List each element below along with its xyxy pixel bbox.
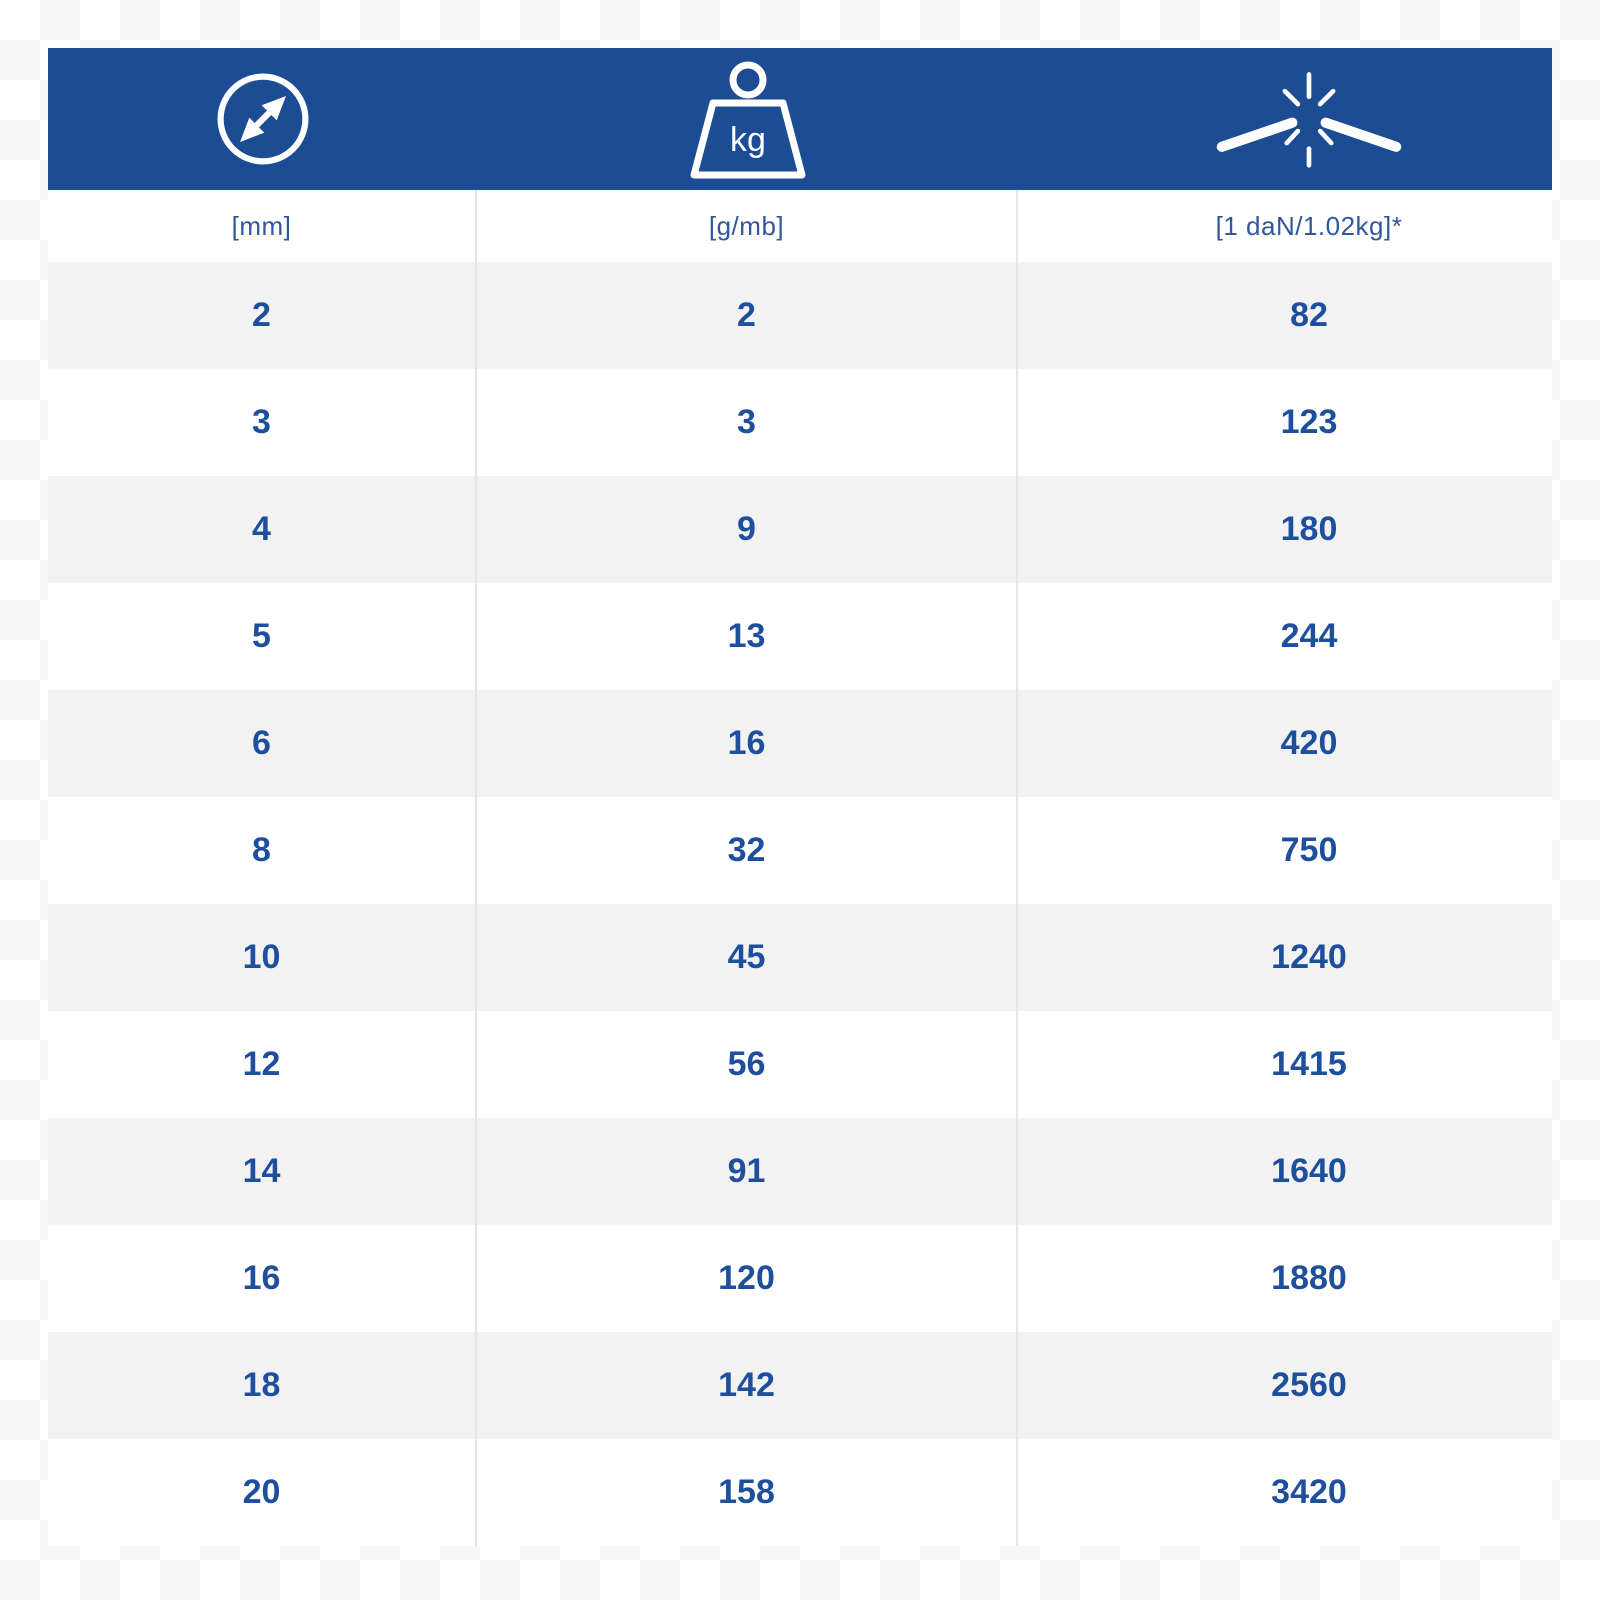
cell-breaking-strength: 1415 <box>1271 1045 1347 1083</box>
cell-diameter-mm: 3 <box>48 369 477 476</box>
diameter-icon <box>210 66 316 172</box>
unit-label-mm: [mm] <box>48 190 477 262</box>
cell-breaking-strength: 1640 <box>1271 1152 1347 1190</box>
cell-breaking-strength: 3420 <box>1271 1473 1347 1511</box>
cell-weight-g-mb: 120 <box>477 1225 1018 1332</box>
cell-breaking-strength: 750 <box>1280 831 1338 869</box>
cell-diameter-mm: 18 <box>48 1332 477 1439</box>
cell-weight-g-mb: 158 <box>477 1439 1018 1546</box>
table-unit-row: [mm] [g/mb] [1 daN/1.02kg]* <box>48 190 1552 262</box>
cell-breaking-strength: 420 <box>1280 724 1338 762</box>
table-row: 18 142 2560 <box>48 1332 1552 1439</box>
table-row: 10 45 1240 <box>48 904 1552 1011</box>
rope-break-icon <box>1207 63 1411 175</box>
table-row: 4 9 180 <box>48 476 1552 583</box>
cell-weight-g-mb: 56 <box>477 1011 1018 1118</box>
cell-diameter-mm: 4 <box>48 476 477 583</box>
cell-diameter-mm: 20 <box>48 1439 477 1546</box>
table-row: 14 91 1640 <box>48 1118 1552 1225</box>
cell-weight-g-mb: 3 <box>477 369 1018 476</box>
cell-diameter-mm: 2 <box>48 262 477 369</box>
table-icon-header: kg <box>48 48 1552 190</box>
cell-weight-g-mb: 32 <box>477 797 1018 904</box>
table-row: 5 13 244 <box>48 583 1552 690</box>
cell-weight-g-mb: 91 <box>477 1118 1018 1225</box>
table-body: 2 2 82 3 3 123 4 9 180 5 13 244 6 16 420… <box>48 262 1552 1546</box>
cell-weight-g-mb: 16 <box>477 690 1018 797</box>
cell-diameter-mm: 8 <box>48 797 477 904</box>
header-cell-diameter <box>48 48 477 190</box>
cell-breaking-strength: 82 <box>1290 296 1328 334</box>
unit-label-dan: [1 daN/1.02kg]* <box>1215 210 1403 241</box>
cell-breaking-strength: 180 <box>1280 510 1338 548</box>
svg-text:kg: kg <box>730 121 766 159</box>
table-row: 3 3 123 <box>48 369 1552 476</box>
header-cell-weight: kg <box>477 48 1018 190</box>
table-row: 20 158 3420 <box>48 1439 1552 1546</box>
header-cell-breaking-strength <box>1018 48 1552 190</box>
table-row: 12 56 1415 <box>48 1011 1552 1118</box>
cell-breaking-strength: 244 <box>1280 617 1338 655</box>
cell-weight-g-mb: 45 <box>477 904 1018 1011</box>
spec-table: kg <box>48 48 1552 1546</box>
cell-diameter-mm: 16 <box>48 1225 477 1332</box>
table-row: 6 16 420 <box>48 690 1552 797</box>
cell-weight-g-mb: 13 <box>477 583 1018 690</box>
weight-kg-icon: kg <box>686 56 810 182</box>
cell-diameter-mm: 12 <box>48 1011 477 1118</box>
cell-diameter-mm: 5 <box>48 583 477 690</box>
cell-diameter-mm: 10 <box>48 904 477 1011</box>
cell-breaking-strength: 123 <box>1280 403 1338 441</box>
cell-breaking-strength: 1880 <box>1271 1259 1347 1297</box>
cell-diameter-mm: 14 <box>48 1118 477 1225</box>
table-row: 16 120 1880 <box>48 1225 1552 1332</box>
cell-weight-g-mb: 142 <box>477 1332 1018 1439</box>
table-row: 2 2 82 <box>48 262 1552 369</box>
cell-weight-g-mb: 2 <box>477 262 1018 369</box>
cell-breaking-strength: 1240 <box>1271 938 1347 976</box>
cell-diameter-mm: 6 <box>48 690 477 797</box>
cell-weight-g-mb: 9 <box>477 476 1018 583</box>
table-row: 8 32 750 <box>48 797 1552 904</box>
cell-breaking-strength: 2560 <box>1271 1366 1347 1404</box>
unit-label-g-mb: [g/mb] <box>477 190 1018 262</box>
